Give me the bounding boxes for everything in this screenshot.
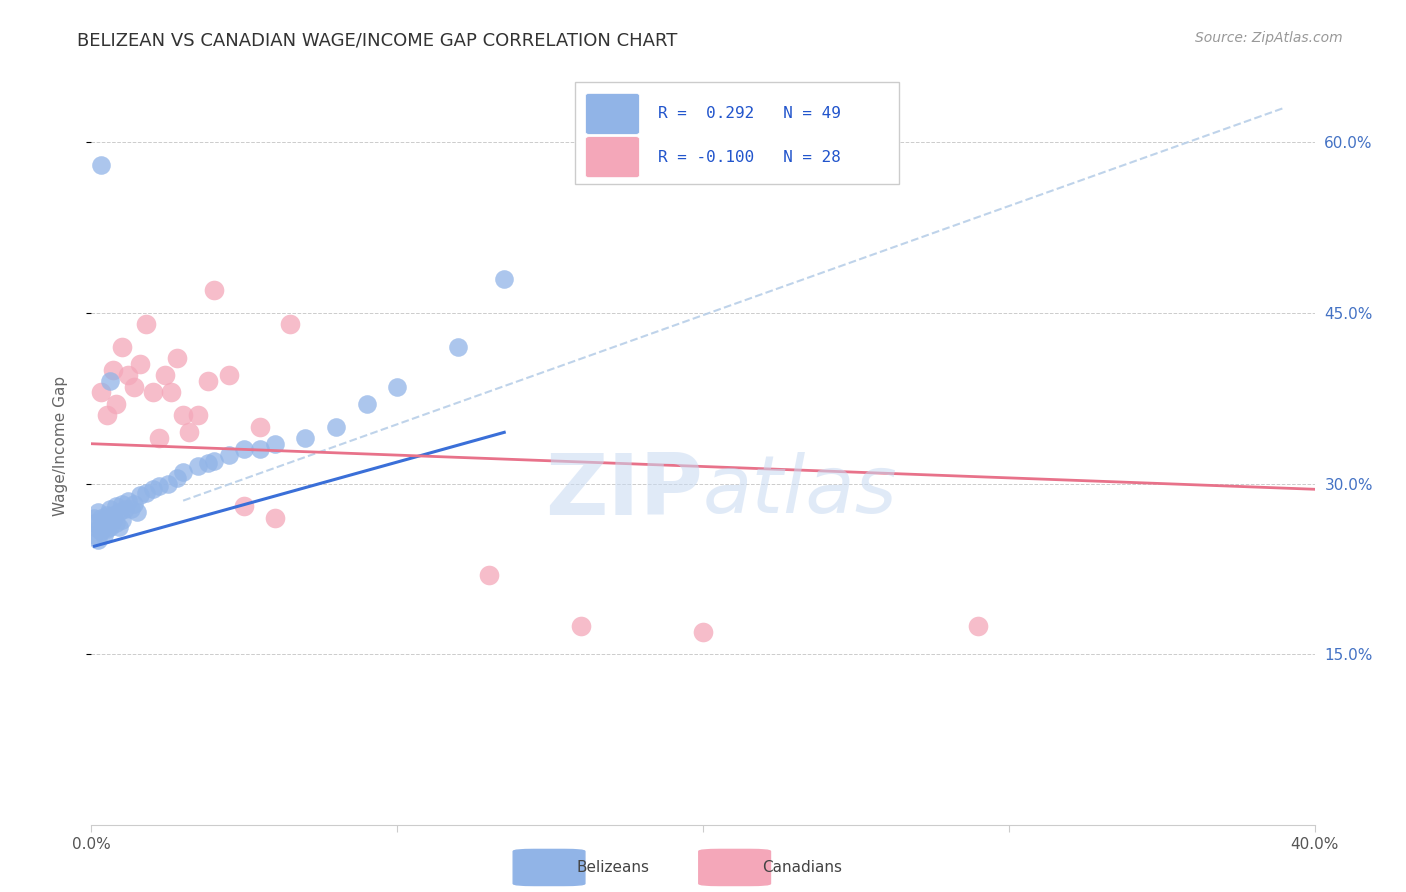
Point — [104, 500, 127, 514]
Point — [478, 567, 501, 582]
Point — [356, 397, 378, 411]
Point — [83, 516, 105, 531]
Point — [101, 508, 124, 523]
Point — [233, 500, 256, 514]
Point — [83, 510, 105, 524]
Point — [692, 624, 714, 639]
Point — [98, 374, 121, 388]
Point — [127, 505, 149, 519]
Point — [129, 357, 152, 371]
Point — [111, 497, 134, 511]
Point — [385, 380, 409, 394]
Point — [122, 380, 145, 394]
Point — [93, 528, 115, 542]
Text: R = -0.100   N = 28: R = -0.100 N = 28 — [658, 150, 841, 165]
Point — [197, 456, 219, 470]
Point — [141, 482, 163, 496]
Point — [153, 368, 176, 383]
Point — [96, 409, 118, 423]
Point — [172, 465, 194, 479]
Text: R =  0.292   N = 49: R = 0.292 N = 49 — [658, 106, 841, 121]
Point — [129, 488, 152, 502]
Point — [111, 340, 134, 354]
Point — [569, 619, 592, 633]
Point — [135, 317, 157, 331]
Point — [202, 283, 225, 297]
Point — [249, 419, 271, 434]
Point — [120, 501, 142, 516]
Point — [264, 436, 287, 450]
Text: Canadians: Canadians — [762, 860, 842, 875]
Point — [325, 419, 347, 434]
Text: Source: ZipAtlas.com: Source: ZipAtlas.com — [1195, 31, 1343, 45]
Point — [294, 431, 316, 445]
Point — [122, 497, 145, 511]
Point — [494, 271, 516, 285]
Point — [218, 368, 240, 383]
Text: Belizeans: Belizeans — [576, 860, 650, 875]
FancyBboxPatch shape — [513, 849, 585, 886]
Point — [117, 493, 139, 508]
Point — [141, 385, 163, 400]
Point — [101, 513, 124, 527]
Point — [86, 522, 108, 536]
FancyBboxPatch shape — [699, 849, 770, 886]
Point — [166, 471, 188, 485]
Point — [156, 476, 179, 491]
Point — [93, 513, 115, 527]
Point — [114, 501, 136, 516]
Point — [108, 505, 131, 519]
Point — [249, 442, 271, 457]
Point — [90, 158, 112, 172]
Point — [187, 409, 209, 423]
FancyBboxPatch shape — [585, 136, 640, 178]
Text: ZIP: ZIP — [546, 450, 703, 533]
Point — [90, 385, 112, 400]
Point — [172, 409, 194, 423]
Point — [101, 362, 124, 376]
Text: atlas: atlas — [703, 452, 898, 531]
Point — [179, 425, 201, 440]
Point — [104, 397, 127, 411]
Point — [98, 520, 121, 534]
Point — [96, 508, 118, 523]
Point — [111, 513, 134, 527]
Point — [264, 510, 287, 524]
Point — [90, 524, 112, 539]
Point — [135, 485, 157, 500]
Point — [160, 385, 183, 400]
Point — [108, 520, 131, 534]
Point — [148, 431, 170, 445]
Point — [233, 442, 256, 457]
FancyBboxPatch shape — [575, 82, 898, 185]
Point — [96, 522, 118, 536]
FancyBboxPatch shape — [585, 94, 640, 135]
Point — [117, 368, 139, 383]
Y-axis label: Wage/Income Gap: Wage/Income Gap — [53, 376, 67, 516]
Point — [98, 501, 121, 516]
Point — [187, 459, 209, 474]
Point — [86, 533, 108, 548]
Point — [148, 479, 170, 493]
Point — [967, 619, 990, 633]
Point — [90, 510, 112, 524]
Point — [83, 528, 105, 542]
Point — [86, 505, 108, 519]
Point — [218, 448, 240, 462]
Point — [278, 317, 301, 331]
Point — [104, 516, 127, 531]
Point — [197, 374, 219, 388]
Text: BELIZEAN VS CANADIAN WAGE/INCOME GAP CORRELATION CHART: BELIZEAN VS CANADIAN WAGE/INCOME GAP COR… — [77, 31, 678, 49]
Point — [202, 454, 225, 468]
Point — [166, 351, 188, 366]
Point — [447, 340, 470, 354]
